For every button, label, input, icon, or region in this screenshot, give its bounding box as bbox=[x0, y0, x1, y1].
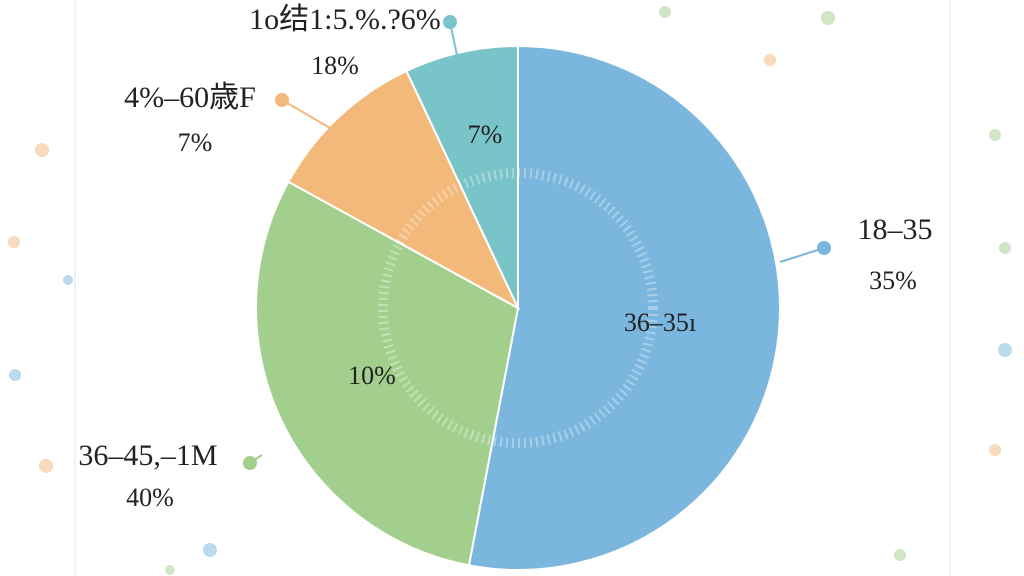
leader-dot bbox=[443, 15, 457, 29]
pie-slice bbox=[467, 44, 781, 571]
leader-dot bbox=[817, 241, 831, 255]
inner-ring-decoration bbox=[378, 168, 658, 448]
pie-slice bbox=[405, 44, 519, 309]
leader-dot bbox=[243, 456, 257, 470]
labels: 18–35 35% 36–35ı 36–45,–1M 40% 10% 4%–60歳F 7% 1o… bbox=[78, 3, 932, 512]
leader-line bbox=[779, 247, 825, 263]
leader-dot bbox=[275, 93, 289, 107]
category-label: 18–35 bbox=[858, 213, 933, 246]
category-label: 1o结1:5.%.?6% bbox=[249, 3, 441, 36]
category-label: 36–45,–1M bbox=[78, 439, 217, 472]
callout-percent: 40% bbox=[126, 483, 174, 512]
pie bbox=[255, 44, 781, 571]
leader-line bbox=[281, 99, 331, 129]
callout-percent: 18% bbox=[311, 51, 359, 80]
background-decoration bbox=[8, 0, 1012, 576]
callout-percent: 35% bbox=[869, 266, 917, 295]
inner-label: 36–35ı bbox=[624, 308, 696, 337]
inner-label: 10% bbox=[348, 361, 396, 390]
callout-percent: 7% bbox=[178, 128, 213, 157]
pie-slice bbox=[255, 180, 520, 567]
category-label: 4%–60歳F bbox=[124, 81, 256, 114]
inner-label: 7% bbox=[468, 120, 503, 149]
pie-slice bbox=[287, 69, 521, 311]
